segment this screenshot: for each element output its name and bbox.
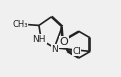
Text: NH: NH	[33, 35, 46, 44]
Text: N: N	[51, 45, 58, 54]
Text: Cl: Cl	[72, 47, 81, 56]
Text: O: O	[60, 37, 68, 47]
Text: CH₃: CH₃	[12, 20, 28, 28]
